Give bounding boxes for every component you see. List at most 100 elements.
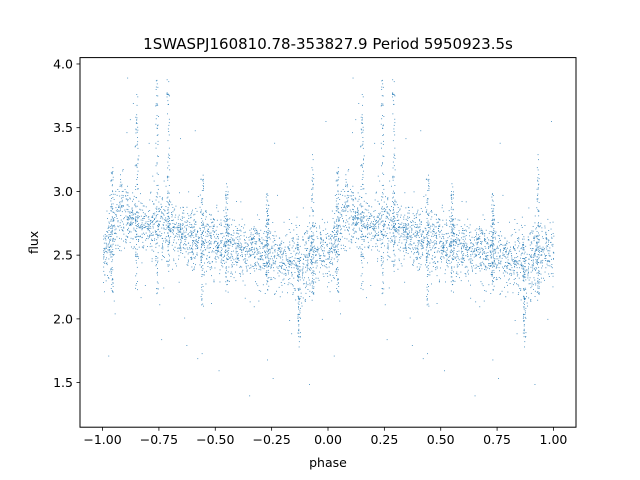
data-point [456,234,458,235]
data-point [111,230,113,232]
data-point [384,210,386,212]
data-point [536,249,538,251]
data-point [281,256,283,258]
data-point [490,252,492,253]
data-point [247,265,249,267]
data-point [147,223,149,225]
data-point [506,261,508,263]
data-point [268,259,270,261]
data-point [168,192,170,194]
data-point [350,189,351,190]
data-point [361,244,363,245]
data-point [289,241,291,243]
data-point [139,235,141,237]
data-point [169,223,171,225]
data-point [298,258,299,260]
data-point [485,259,487,261]
data-point [114,229,116,231]
data-point [269,252,271,254]
data-point [108,227,109,229]
data-point [319,271,320,273]
data-point [551,236,553,238]
data-point [167,190,169,192]
data-point [347,230,349,231]
data-point [345,184,347,186]
data-point [163,214,165,216]
data-point [315,273,316,275]
data-point [248,237,250,238]
data-point [464,224,466,226]
data-point [338,193,340,195]
data-point [458,239,460,241]
data-point [202,230,204,232]
data-point [518,260,520,261]
data-point [277,272,279,274]
data-point [315,222,316,224]
data-point [285,273,287,275]
data-point [169,255,170,257]
data-point [264,254,266,256]
data-point [157,125,158,127]
data-point [229,244,231,246]
data-point [225,238,227,240]
data-point [232,265,233,267]
data-point [307,265,309,267]
data-point [191,258,193,260]
data-point [514,320,516,321]
data-point [127,209,129,211]
data-point [227,232,229,234]
data-point [248,249,250,251]
data-point [516,223,518,224]
data-point [435,234,437,236]
data-point [225,245,227,247]
data-point [477,241,479,243]
data-point [253,238,255,240]
data-point [159,210,161,212]
data-point [411,222,412,223]
data-point [211,303,212,304]
data-point [488,284,490,286]
data-point [330,239,332,241]
data-point [267,195,269,196]
data-point [539,226,541,227]
data-point [118,206,120,208]
data-point [153,180,155,182]
data-point [461,250,463,252]
data-point [236,232,237,234]
data-point [471,248,473,250]
data-point [405,247,407,249]
data-point [154,239,155,241]
data-point [155,221,157,223]
data-point [173,237,175,238]
data-point [368,232,370,234]
data-point [226,254,228,256]
data-point [148,142,150,144]
data-point [420,256,422,258]
data-point [472,243,474,245]
data-point [393,221,395,222]
data-point [383,224,385,225]
data-point [283,268,285,270]
data-point [392,100,394,102]
data-point [152,225,154,227]
data-point [464,266,466,268]
data-point [337,227,338,229]
data-point [208,224,209,226]
data-point [528,262,529,264]
data-point [452,235,453,237]
data-point [361,284,362,286]
data-point [185,251,187,253]
data-point [320,234,322,236]
data-point [149,223,151,225]
data-point [496,264,498,266]
data-point [513,246,514,248]
data-point [433,261,435,263]
data-point [381,95,383,97]
data-point [542,246,544,248]
data-point [252,238,254,239]
data-point [401,222,403,224]
data-point [537,235,538,237]
data-point [553,235,555,237]
data-point [347,170,349,172]
data-point [251,239,253,240]
